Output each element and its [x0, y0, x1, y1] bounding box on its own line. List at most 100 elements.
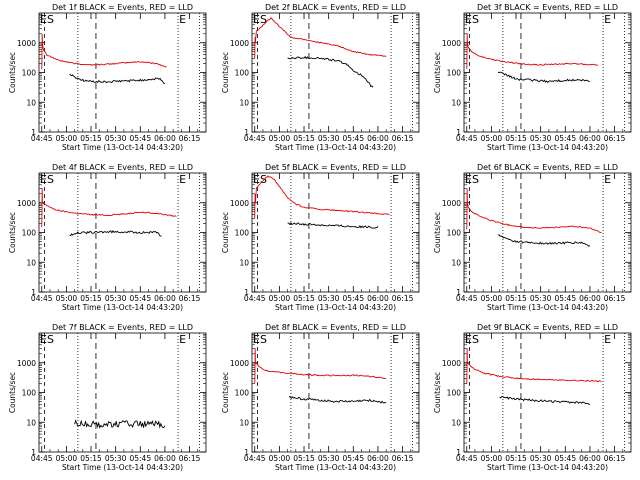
x-tick-label: 05:15: [293, 134, 315, 143]
y-axis-label: Counts/sec: [433, 52, 442, 93]
y-tick-label: 1000: [442, 39, 461, 48]
marker-label-start: ES: [465, 13, 479, 26]
panel-title: Det 5f BLACK = Events, RED = LLD: [265, 163, 406, 172]
marker-label-end: E: [179, 13, 186, 26]
x-tick-label: 06:00: [154, 134, 176, 143]
x-tick-label: 05:30: [530, 134, 552, 143]
series-lld-red: [254, 348, 387, 383]
marker-label-end: E: [604, 173, 611, 186]
marker-label-start: ES: [253, 173, 267, 186]
x-tick-label: 05:00: [481, 294, 503, 303]
y-tick-label: 10: [26, 258, 36, 267]
x-tick-label: 05:00: [481, 454, 503, 463]
plot-frame: [38, 332, 207, 453]
y-tick-label: 10: [239, 98, 249, 107]
y-tick-label: 1: [456, 448, 461, 457]
x-tick-label: 05:00: [56, 294, 78, 303]
panel-title: Det 2f BLACK = Events, RED = LLD: [265, 3, 406, 12]
series-events-black: [74, 419, 166, 429]
y-tick-label: 1: [244, 448, 249, 457]
series-events-black: [497, 71, 590, 84]
y-axis-label: Counts/sec: [221, 372, 230, 413]
y-tick-label: 1000: [230, 359, 249, 368]
x-axis-label: Start Time (13-Oct-14 04:43:20): [62, 463, 183, 472]
panel-6: Det 6f BLACK = Events, RED = LLD 1 10 100 10…: [433, 163, 632, 312]
series-lld-red: [254, 17, 387, 59]
series-lld-red: [466, 188, 602, 234]
x-axis-label: Start Time (13-Oct-14 04:43:20): [487, 303, 608, 312]
y-tick-label: 10: [451, 418, 461, 427]
panel-7: Det 7f BLACK = Events, RED = LLD 1 10 100 10…: [8, 323, 207, 472]
x-tick-label: 05:45: [129, 294, 151, 303]
series-events-black: [497, 234, 591, 247]
x-tick-label: 04:45: [31, 294, 53, 303]
x-tick-label: 06:15: [179, 134, 201, 143]
x-tick-label: 04:45: [244, 454, 266, 463]
x-tick-label: 04:45: [244, 134, 266, 143]
plot-frame: [463, 332, 632, 453]
y-axis-label: Counts/sec: [433, 372, 442, 413]
panel-title: Det 9f BLACK = Events, RED = LLD: [477, 323, 618, 332]
x-tick-label: 06:00: [367, 294, 389, 303]
y-tick-label: 1: [31, 288, 36, 297]
x-tick-label: 05:45: [129, 134, 151, 143]
x-axis-label: Start Time (13-Oct-14 04:43:20): [487, 463, 608, 472]
series-lld-red: [466, 33, 599, 69]
marker-label-start: ES: [253, 13, 267, 26]
panel-1: Det 1f BLACK = Events, RED = LLD 1 10 100 10…: [8, 3, 207, 152]
x-tick-label: 06:15: [392, 454, 414, 463]
y-tick-label: 10: [239, 418, 249, 427]
x-tick-label: 06:00: [579, 294, 601, 303]
x-tick-label: 04:45: [456, 454, 478, 463]
y-tick-label: 100: [22, 389, 37, 398]
panel-title: Det 8f BLACK = Events, RED = LLD: [265, 323, 406, 332]
x-tick-label: 06:15: [604, 134, 626, 143]
series-lld-red: [466, 348, 602, 384]
x-axis-label: Start Time (13-Oct-14 04:43:20): [487, 143, 608, 152]
x-tick-label: 05:15: [293, 294, 315, 303]
marker-label-end: E: [392, 333, 399, 346]
y-tick-label: 1000: [230, 39, 249, 48]
panel-3: Det 3f BLACK = Events, RED = LLD 1 10 100 10…: [433, 3, 632, 152]
x-tick-label: 06:15: [604, 294, 626, 303]
x-axis-label: Start Time (13-Oct-14 04:43:20): [275, 463, 396, 472]
series-events-black: [69, 73, 166, 85]
x-tick-label: 05:30: [105, 134, 127, 143]
x-tick-label: 05:15: [505, 134, 527, 143]
x-tick-label: 05:45: [554, 134, 576, 143]
x-tick-label: 05:45: [554, 454, 576, 463]
x-tick-label: 04:45: [31, 454, 53, 463]
panel-4: Det 4f BLACK = Events, RED = LLD 1 10 100 10…: [8, 163, 207, 312]
panel-title: Det 6f BLACK = Events, RED = LLD: [477, 163, 618, 172]
panel-9: Det 9f BLACK = Events, RED = LLD 1 10 100 10…: [433, 323, 632, 472]
y-tick-label: 100: [22, 69, 37, 78]
x-tick-label: 04:45: [31, 134, 53, 143]
series-lld-red: [41, 33, 167, 70]
y-axis-label: Counts/sec: [8, 372, 17, 413]
y-tick-label: 1000: [17, 39, 36, 48]
y-tick-label: 1: [456, 288, 461, 297]
y-tick-label: 10: [451, 258, 461, 267]
marker-label-start: ES: [40, 173, 54, 186]
y-axis-label: Counts/sec: [221, 52, 230, 93]
x-tick-label: 05:00: [56, 454, 78, 463]
x-tick-label: 05:15: [505, 454, 527, 463]
y-axis-label: Counts/sec: [8, 212, 17, 253]
plot-frame: [251, 172, 420, 293]
marker-label-end: E: [604, 333, 611, 346]
marker-label-start: ES: [40, 333, 54, 346]
y-tick-label: 1: [244, 288, 249, 297]
x-tick-label: 05:45: [129, 454, 151, 463]
marker-label-start: ES: [465, 173, 479, 186]
y-tick-label: 100: [447, 229, 462, 238]
panel-5: Det 5f BLACK = Events, RED = LLD 1 10 100 10…: [221, 163, 420, 312]
y-tick-label: 1000: [442, 359, 461, 368]
x-tick-label: 05:00: [269, 294, 291, 303]
x-tick-label: 06:00: [367, 134, 389, 143]
x-tick-label: 05:45: [342, 294, 364, 303]
marker-label-end: E: [392, 13, 399, 26]
marker-label-end: E: [179, 173, 186, 186]
x-tick-label: 05:00: [269, 134, 291, 143]
y-axis-label: Counts/sec: [8, 52, 17, 93]
marker-label-end: E: [179, 333, 186, 346]
